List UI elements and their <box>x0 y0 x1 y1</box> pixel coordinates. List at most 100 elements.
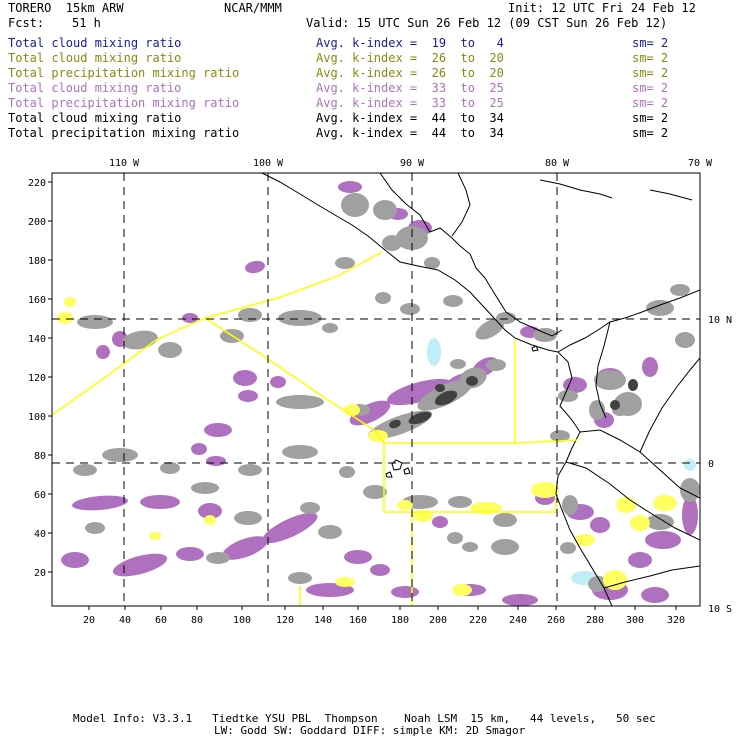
x-tick-label: 280 <box>586 615 604 626</box>
field-cell <box>160 462 180 474</box>
legend-smoothing: sm= 2 <box>632 126 669 140</box>
valid-time: Valid: 15 UTC Sun 26 Feb 12 (09 CST Sun … <box>306 16 668 30</box>
field-cell <box>496 312 516 324</box>
field-cell <box>300 502 320 514</box>
field-cell <box>198 503 222 519</box>
field-cell <box>233 370 257 386</box>
field-cell <box>641 587 669 603</box>
field-cell <box>560 542 576 554</box>
field-cell <box>450 359 466 369</box>
legend-field: Total precipitation mixing ratio <box>8 96 240 110</box>
y-tick-label: 140 <box>28 334 46 345</box>
y-tick-label: 180 <box>28 256 46 267</box>
field-cell <box>375 292 391 304</box>
field-cell <box>646 514 674 530</box>
legend-smoothing: sm= 2 <box>632 51 669 65</box>
field-cell <box>96 345 110 359</box>
legend-smoothing: sm= 2 <box>632 96 669 110</box>
field-cell <box>64 297 76 307</box>
y-tick-label: 80 <box>34 451 46 462</box>
field-cell <box>558 390 578 402</box>
latitude-label: 10 S <box>708 604 732 615</box>
field-cell <box>684 459 696 471</box>
field-cell <box>642 357 658 377</box>
field-cell <box>452 584 472 596</box>
field-cell <box>191 443 207 455</box>
y-tick-label: 60 <box>34 490 46 501</box>
plot-frame <box>51 172 701 607</box>
init-time: Init: 12 UTC Fri 24 Feb 12 <box>508 1 696 15</box>
field-cell <box>645 531 681 549</box>
field-cell <box>682 495 698 535</box>
legend-field: Total cloud mixing ratio <box>8 51 182 65</box>
x-tick-label: 320 <box>667 615 685 626</box>
field-cell <box>427 338 441 366</box>
x-tick-label: 140 <box>314 615 332 626</box>
legend-row: Total precipitation mixing ratio Avg. k-i… <box>8 127 728 141</box>
field-cell <box>318 525 342 539</box>
x-tick-label: 60 <box>155 615 167 626</box>
field-cell <box>204 515 216 525</box>
field-cell <box>531 482 559 498</box>
longitude-label: 110 W <box>109 158 140 169</box>
coastline <box>557 289 700 353</box>
coastline <box>595 321 611 419</box>
field-cell <box>370 564 390 576</box>
y-tick-label: 120 <box>28 373 46 384</box>
field-cell <box>349 400 391 426</box>
legend-field: Total precipitation mixing ratio <box>8 126 240 140</box>
field-cell <box>486 359 506 371</box>
field-cell <box>234 511 262 525</box>
field-cell <box>434 390 458 406</box>
field-cell <box>204 423 232 437</box>
x-tick-label: 300 <box>626 615 644 626</box>
field-cell <box>72 495 128 511</box>
x-tick-label: 120 <box>276 615 294 626</box>
y-tick-label: 220 <box>28 178 46 189</box>
field-cell <box>589 400 605 420</box>
model-title: TORERO 15km ARW <box>8 1 124 15</box>
field-cell <box>646 300 674 316</box>
x-tick-label: 180 <box>391 615 409 626</box>
field-cell <box>344 404 360 416</box>
x-tick-label: 240 <box>509 615 527 626</box>
legend-kindex: Avg. k-index = 33 to 25 <box>316 96 504 110</box>
field-cell <box>335 257 355 269</box>
y-tick-label: 40 <box>34 529 46 540</box>
legend-row: Total cloud mixing ratio Avg. k-index = 4… <box>8 112 728 126</box>
field-cell <box>341 193 369 217</box>
field-cell <box>443 295 463 307</box>
legend-field: Total cloud mixing ratio <box>8 111 182 125</box>
field-cell <box>628 379 638 391</box>
field-cell <box>339 466 355 478</box>
longitude-label: 100 W <box>253 158 284 169</box>
field-cell <box>182 313 198 323</box>
coastline <box>391 459 403 471</box>
legend-kindex: Avg. k-index = 19 to 4 <box>316 36 504 50</box>
latitude-label: 0 <box>708 459 714 470</box>
coastline <box>385 471 393 478</box>
field-cell <box>391 586 419 598</box>
latitude-label: 10 N <box>708 315 732 326</box>
field-cell <box>447 532 463 544</box>
legend-row: Total cloud mixing ratio Avg. k-index = 3… <box>8 82 728 96</box>
legend-kindex: Avg. k-index = 44 to 34 <box>316 126 504 140</box>
legend-field: Total cloud mixing ratio <box>8 81 182 95</box>
x-tick-label: 160 <box>349 615 367 626</box>
coastline <box>379 173 563 337</box>
field-cell <box>491 539 519 555</box>
forecast-label: Fcst: <box>8 16 45 30</box>
field-cell <box>466 376 478 386</box>
longitude-label: 80 W <box>545 158 570 169</box>
x-tick-label: 100 <box>233 615 251 626</box>
y-tick-label: 160 <box>28 295 46 306</box>
model-info-line: Model Info: V3.3.1 Tiedtke YSU PBL Thomp… <box>73 712 656 725</box>
x-tick-label: 40 <box>119 615 131 626</box>
coastline <box>539 179 613 199</box>
field-cell <box>400 303 420 315</box>
legend-smoothing: sm= 2 <box>632 36 669 50</box>
field-cell <box>562 495 578 515</box>
field-cell <box>238 308 262 322</box>
field-cell <box>176 547 204 561</box>
field-cell <box>191 482 219 494</box>
